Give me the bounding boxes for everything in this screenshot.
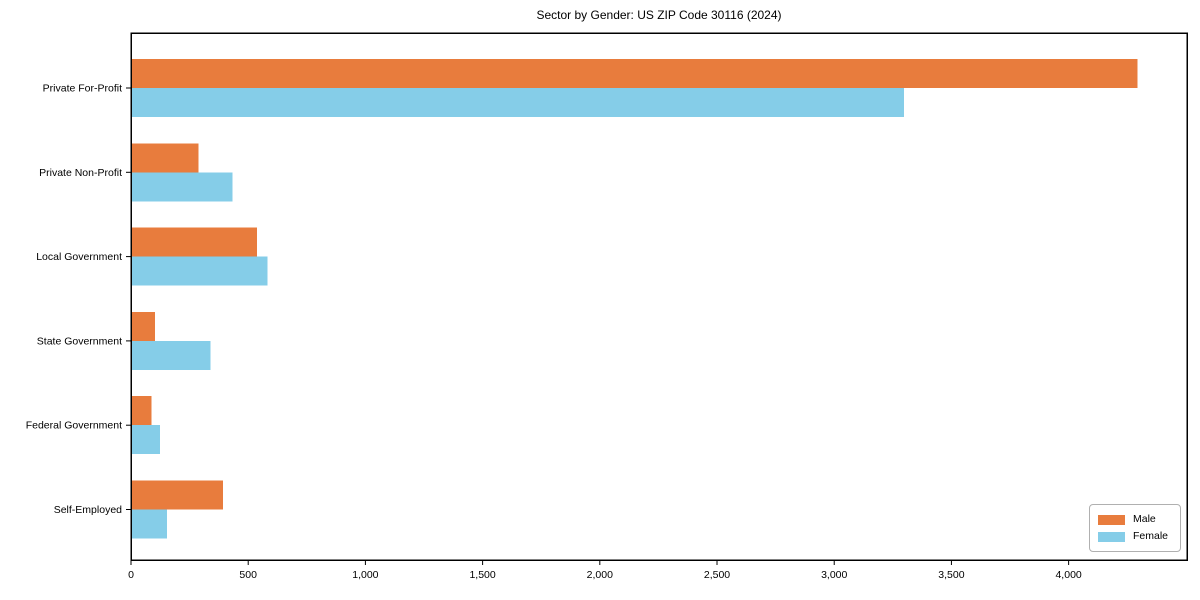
category-label: Local Government	[36, 251, 122, 263]
x-tick-label: 500	[239, 569, 257, 581]
x-tick-label: 2,000	[587, 569, 613, 581]
legend-swatch-female	[1098, 531, 1125, 542]
bar-male-1	[131, 143, 199, 173]
bar-male-3	[131, 311, 156, 341]
legend: Male Female	[1089, 504, 1181, 552]
bar-female-0	[131, 88, 905, 117]
x-tick-label: 2,500	[704, 569, 730, 581]
category-label: Private For-Profit	[43, 83, 122, 95]
bar-female-3	[131, 340, 211, 370]
legend-label: Female	[1133, 530, 1169, 543]
plot-background	[131, 33, 1187, 560]
chart-title: Sector by Gender: US ZIP Code 30116 (202…	[536, 8, 782, 22]
bar-female-1	[131, 172, 233, 202]
x-tick-label: 3,500	[938, 569, 964, 581]
bar-female-4	[131, 425, 160, 455]
bar-male-4	[131, 396, 152, 426]
x-tick-label: 3,000	[821, 569, 847, 581]
legend-item-male: Male	[1098, 511, 1172, 528]
bar-male-5	[131, 480, 224, 510]
bar-male-0	[131, 59, 1138, 88]
legend-label: Male	[1133, 513, 1156, 526]
bar-female-5	[131, 509, 167, 539]
legend-swatch-male	[1098, 514, 1125, 525]
category-label: Private Non-Profit	[39, 167, 122, 179]
category-label: Federal Government	[26, 420, 122, 432]
bar-female-2	[131, 256, 268, 286]
x-tick-label: 4,000	[1055, 569, 1081, 581]
bar-male-2	[131, 227, 258, 257]
x-tick-label: 1,500	[469, 569, 495, 581]
category-label: Self-Employed	[54, 504, 122, 516]
x-tick-label: 1,000	[352, 569, 378, 581]
legend-item-female: Female	[1098, 528, 1172, 545]
category-label: State Government	[37, 335, 122, 347]
plot-border	[130, 32, 1188, 561]
x-tick-label: 0	[128, 569, 134, 581]
